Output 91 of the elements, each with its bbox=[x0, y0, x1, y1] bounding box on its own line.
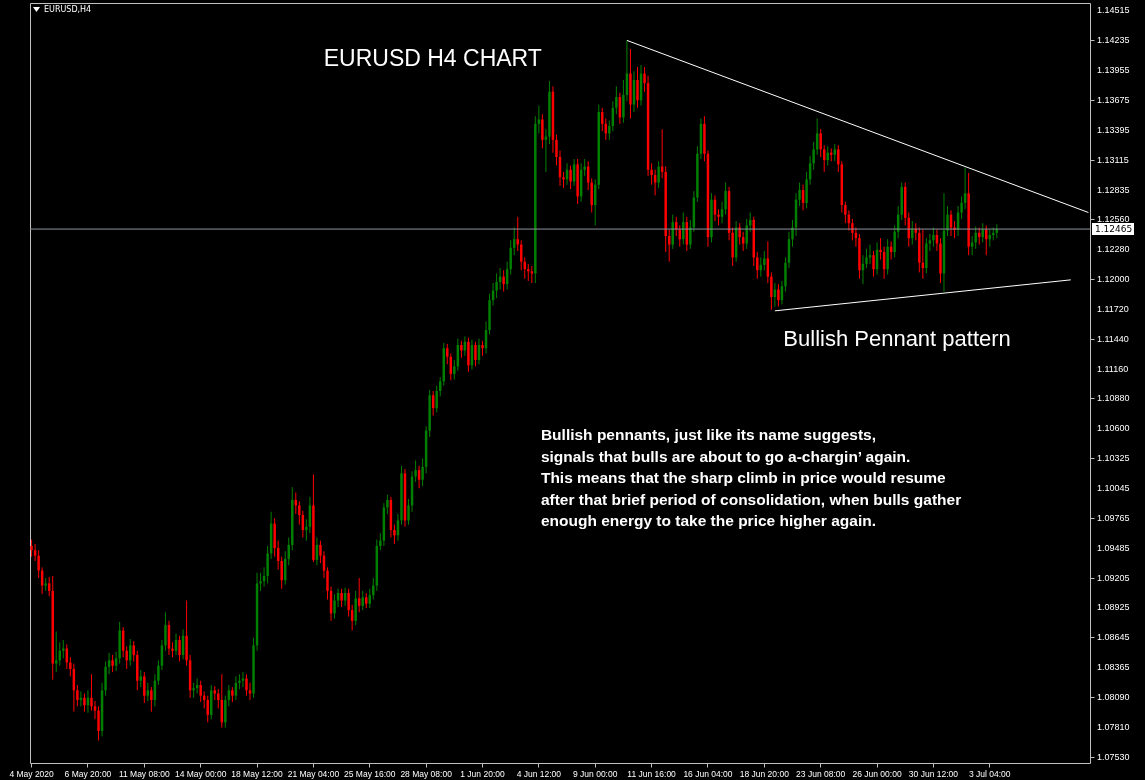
candlestick bbox=[745, 218, 748, 250]
annotation: Bullish pennants, just like its name suggests, signals that bulls are about to go a-chargin’ again. This means that the sharp climb in price would resume after that brief period of consolidation, when bulls gather enough energy to take the price higher again. bbox=[540, 426, 962, 529]
y-tick-label: 1.10325 bbox=[1097, 452, 1130, 463]
x-tick-label: 23 Jun 08:00 bbox=[796, 768, 846, 779]
y-tick-label: 1.10045 bbox=[1097, 482, 1130, 493]
x-tick-label: 21 May 04:00 bbox=[287, 768, 340, 779]
y-tick-label: 1.07810 bbox=[1097, 721, 1130, 732]
candlestick bbox=[248, 682, 252, 701]
candlestick bbox=[516, 216, 519, 252]
candlestick bbox=[199, 680, 202, 703]
x-tick-label: 14 May 00:00 bbox=[174, 768, 227, 779]
candlestick bbox=[474, 341, 477, 367]
y-tick-label: 1.13955 bbox=[1097, 64, 1130, 75]
x-tick-label: 6 May 20:00 bbox=[64, 768, 112, 779]
y-tick-label: 1.12280 bbox=[1097, 243, 1130, 254]
y-tick-label: 1.11160 bbox=[1097, 363, 1129, 374]
ref-line-label: 1.12465 bbox=[1095, 224, 1133, 235]
y-tick-label: 1.14235 bbox=[1097, 34, 1130, 45]
y-tick-label: 1.08365 bbox=[1097, 662, 1130, 673]
candlestick bbox=[671, 214, 674, 250]
x-tick-label: 28 May 08:00 bbox=[400, 768, 453, 779]
y-tick-label: 1.11440 bbox=[1097, 333, 1129, 344]
candlestick bbox=[569, 164, 572, 190]
annotation: Bullish Pennant pattern bbox=[783, 326, 1011, 351]
y-tick-label: 1.10880 bbox=[1097, 393, 1130, 404]
candlestick bbox=[981, 222, 984, 243]
candlestick bbox=[340, 588, 343, 608]
candlestick bbox=[657, 160, 660, 189]
y-tick-label: 1.13395 bbox=[1097, 124, 1130, 135]
x-tick-label: 4 Jun 12:00 bbox=[516, 768, 562, 779]
x-tick-label: 11 May 08:00 bbox=[118, 768, 171, 779]
candlestick bbox=[826, 145, 829, 166]
candlestick bbox=[143, 671, 146, 704]
candlestick bbox=[893, 224, 896, 258]
candlestick bbox=[55, 631, 58, 673]
candlestick bbox=[636, 66, 639, 109]
candlestick bbox=[682, 212, 685, 246]
x-tick-label: 4 May 2020 bbox=[9, 768, 55, 779]
candlestick bbox=[763, 250, 766, 271]
candlestick bbox=[97, 705, 100, 742]
candlestick bbox=[502, 269, 505, 293]
candlestick bbox=[178, 635, 181, 662]
y-tick-label: 1.12000 bbox=[1097, 273, 1130, 284]
x-tick-label: 26 Jun 00:00 bbox=[852, 768, 902, 779]
candlestick bbox=[150, 686, 153, 713]
y-tick-label: 1.12560 bbox=[1097, 213, 1130, 224]
candlestick bbox=[62, 639, 65, 659]
candlestick bbox=[819, 128, 822, 158]
y-tick-label: 1.08925 bbox=[1097, 602, 1130, 613]
x-tick-label: 11 Jun 16:00 bbox=[627, 768, 677, 779]
y-tick-label: 1.13675 bbox=[1097, 94, 1130, 105]
x-tick-label: 18 Jun 20:00 bbox=[739, 768, 790, 779]
y-tick-label: 1.08090 bbox=[1097, 691, 1130, 702]
candlestick bbox=[756, 251, 759, 280]
candlestick bbox=[932, 226, 935, 248]
candlestick bbox=[83, 693, 86, 713]
y-tick-label: 1.14515 bbox=[1097, 4, 1130, 15]
candlestick bbox=[886, 238, 889, 275]
candlestick bbox=[245, 673, 248, 697]
candlestick bbox=[206, 695, 209, 723]
y-tick-label: 1.11720 bbox=[1097, 303, 1129, 314]
y-tick-label: 1.12835 bbox=[1097, 184, 1130, 195]
candlestick bbox=[361, 590, 364, 611]
x-tick-label: 18 May 12:00 bbox=[231, 768, 284, 779]
y-tick-label: 1.09485 bbox=[1097, 542, 1130, 553]
y-tick-label: 1.13115 bbox=[1097, 154, 1129, 165]
x-tick-label: 9 Jun 00:00 bbox=[573, 768, 618, 779]
candlestick bbox=[467, 337, 470, 373]
candlestick bbox=[615, 85, 618, 115]
x-tick-label: 1 Jun 20:00 bbox=[460, 768, 505, 779]
y-tick-label: 1.07530 bbox=[1097, 751, 1130, 762]
x-tick-label: 25 May 16:00 bbox=[344, 768, 396, 779]
annotation: EURUSD H4 CHART bbox=[323, 45, 542, 71]
candlestick bbox=[541, 113, 544, 149]
candlestick bbox=[333, 593, 336, 620]
candlestick bbox=[770, 271, 773, 311]
chart-title: EURUSD,H4 bbox=[44, 5, 92, 14]
candlestick bbox=[435, 385, 438, 413]
x-tick-label: 30 Jun 12:00 bbox=[908, 768, 959, 779]
candlestick bbox=[354, 590, 357, 626]
y-tick-label: 1.08645 bbox=[1097, 632, 1130, 643]
x-tick-label: 3 Jul 04:00 bbox=[968, 768, 1011, 779]
y-tick-label: 1.10600 bbox=[1097, 423, 1130, 434]
y-tick-label: 1.09205 bbox=[1097, 572, 1130, 583]
x-tick-label: 16 Jun 04:00 bbox=[683, 768, 733, 779]
candlestick bbox=[777, 283, 780, 308]
candlestick bbox=[970, 235, 974, 256]
candlestick bbox=[146, 682, 150, 702]
candlestick bbox=[347, 588, 350, 618]
candlestick bbox=[872, 250, 875, 278]
y-tick-label: 1.09765 bbox=[1097, 512, 1130, 523]
